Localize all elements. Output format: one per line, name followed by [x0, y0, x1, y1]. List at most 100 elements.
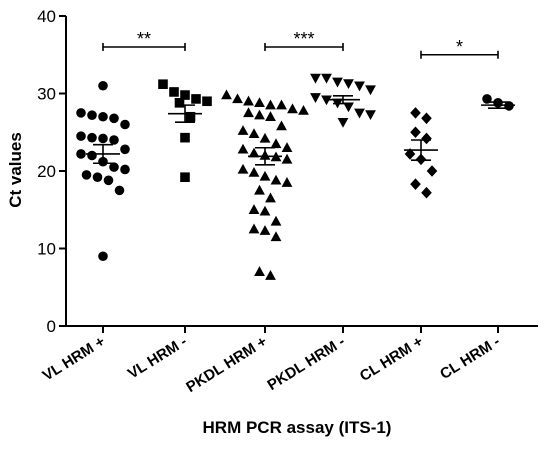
- data-point: [321, 73, 332, 84]
- data-point: [98, 111, 108, 122]
- data-point: [270, 174, 282, 185]
- data-point: [76, 131, 86, 141]
- data-point: [237, 163, 249, 174]
- data-point: [232, 93, 243, 104]
- data-point: [243, 107, 254, 118]
- data-point: [158, 79, 168, 89]
- data-point: [254, 109, 265, 120]
- data-point: [243, 95, 254, 106]
- data-point: [298, 104, 309, 115]
- data-point: [174, 98, 185, 108]
- data-point: [259, 170, 271, 181]
- data-point: [109, 162, 119, 172]
- significance-label: **: [137, 29, 151, 49]
- data-point: [265, 270, 276, 280]
- data-point: [281, 177, 293, 187]
- y-axis-title: Ct values: [6, 132, 25, 208]
- y-tick-label: 20: [37, 162, 56, 181]
- data-point: [109, 135, 119, 145]
- data-point: [265, 192, 276, 203]
- y-tick-label: 40: [37, 7, 56, 26]
- data-point: [259, 205, 271, 216]
- data-point: [287, 103, 298, 114]
- significance-label: *: [456, 37, 463, 57]
- significance-annotations: ** *** *: [102, 29, 499, 59]
- data-point: [120, 164, 130, 175]
- x-tick-label: VL HRM +: [40, 333, 109, 385]
- data-point: [343, 102, 354, 113]
- data-point: [120, 119, 130, 130]
- x-tick-label: PKDL HRM +: [183, 333, 270, 396]
- data-point: [248, 223, 260, 234]
- data-point: [180, 132, 190, 143]
- data-point: [270, 231, 282, 242]
- data-point: [332, 77, 343, 88]
- data-point: [254, 97, 265, 107]
- data-point: [276, 120, 287, 131]
- data-point: [180, 172, 190, 182]
- y-axis: 0 10 20 30 40: [37, 7, 67, 336]
- data-point: [265, 99, 276, 110]
- data-point: [98, 133, 108, 144]
- x-axis-title: HRM PCR assay (ITS-1): [203, 418, 392, 437]
- data-points: [76, 73, 514, 280]
- data-point: [237, 125, 249, 135]
- data-point: [92, 172, 103, 182]
- data-point: [259, 132, 271, 143]
- data-point: [248, 204, 260, 214]
- x-tick-label: VL HRM -: [125, 333, 190, 383]
- data-point: [185, 111, 196, 122]
- data-point: [76, 108, 86, 118]
- data-point: [310, 73, 321, 84]
- data-point: [98, 251, 108, 262]
- data-point: [265, 111, 276, 121]
- data-point: [365, 85, 376, 96]
- data-point: [248, 147, 260, 158]
- x-axis: VL HRM + VL HRM -PKDL HRM +PKDL HRM - CL H…: [40, 325, 538, 396]
- data-point: [114, 185, 125, 196]
- data-point: [191, 94, 201, 104]
- y-tick-label: 0: [47, 317, 56, 336]
- data-point: [354, 81, 365, 92]
- data-point: [180, 90, 190, 100]
- data-point: [98, 80, 108, 91]
- data-point: [421, 112, 432, 125]
- data-point: [87, 150, 97, 161]
- data-point: [281, 142, 293, 152]
- data-point: [354, 108, 365, 119]
- data-point: [421, 132, 432, 145]
- data-point: [276, 99, 287, 110]
- y-tick-label: 30: [37, 85, 56, 104]
- data-point: [410, 178, 421, 190]
- data-point: [270, 215, 282, 226]
- data-point: [337, 117, 349, 128]
- data-point: [120, 144, 130, 155]
- data-point: [237, 143, 249, 154]
- data-point: [365, 110, 376, 121]
- x-tick-label: CL HRM -: [437, 333, 503, 383]
- significance-label: ***: [293, 29, 314, 49]
- data-point: [310, 93, 321, 103]
- data-point: [259, 225, 271, 235]
- data-point: [270, 138, 282, 149]
- data-point: [202, 96, 212, 107]
- mean-sem-bars: [86, 95, 515, 166]
- data-point: [343, 79, 354, 90]
- data-point: [103, 175, 114, 186]
- data-point: [410, 126, 421, 139]
- data-point: [404, 148, 416, 160]
- data-point: [281, 153, 293, 164]
- data-point: [426, 165, 438, 177]
- data-point: [169, 87, 179, 97]
- data-point: [254, 184, 265, 195]
- data-point: [76, 149, 86, 159]
- data-point: [87, 110, 97, 120]
- data-point: [254, 266, 265, 276]
- data-point: [248, 128, 260, 138]
- data-point: [248, 166, 260, 177]
- data-point: [410, 107, 421, 119]
- data-point: [109, 113, 119, 124]
- y-tick-label: 10: [37, 240, 56, 259]
- data-point: [87, 132, 97, 143]
